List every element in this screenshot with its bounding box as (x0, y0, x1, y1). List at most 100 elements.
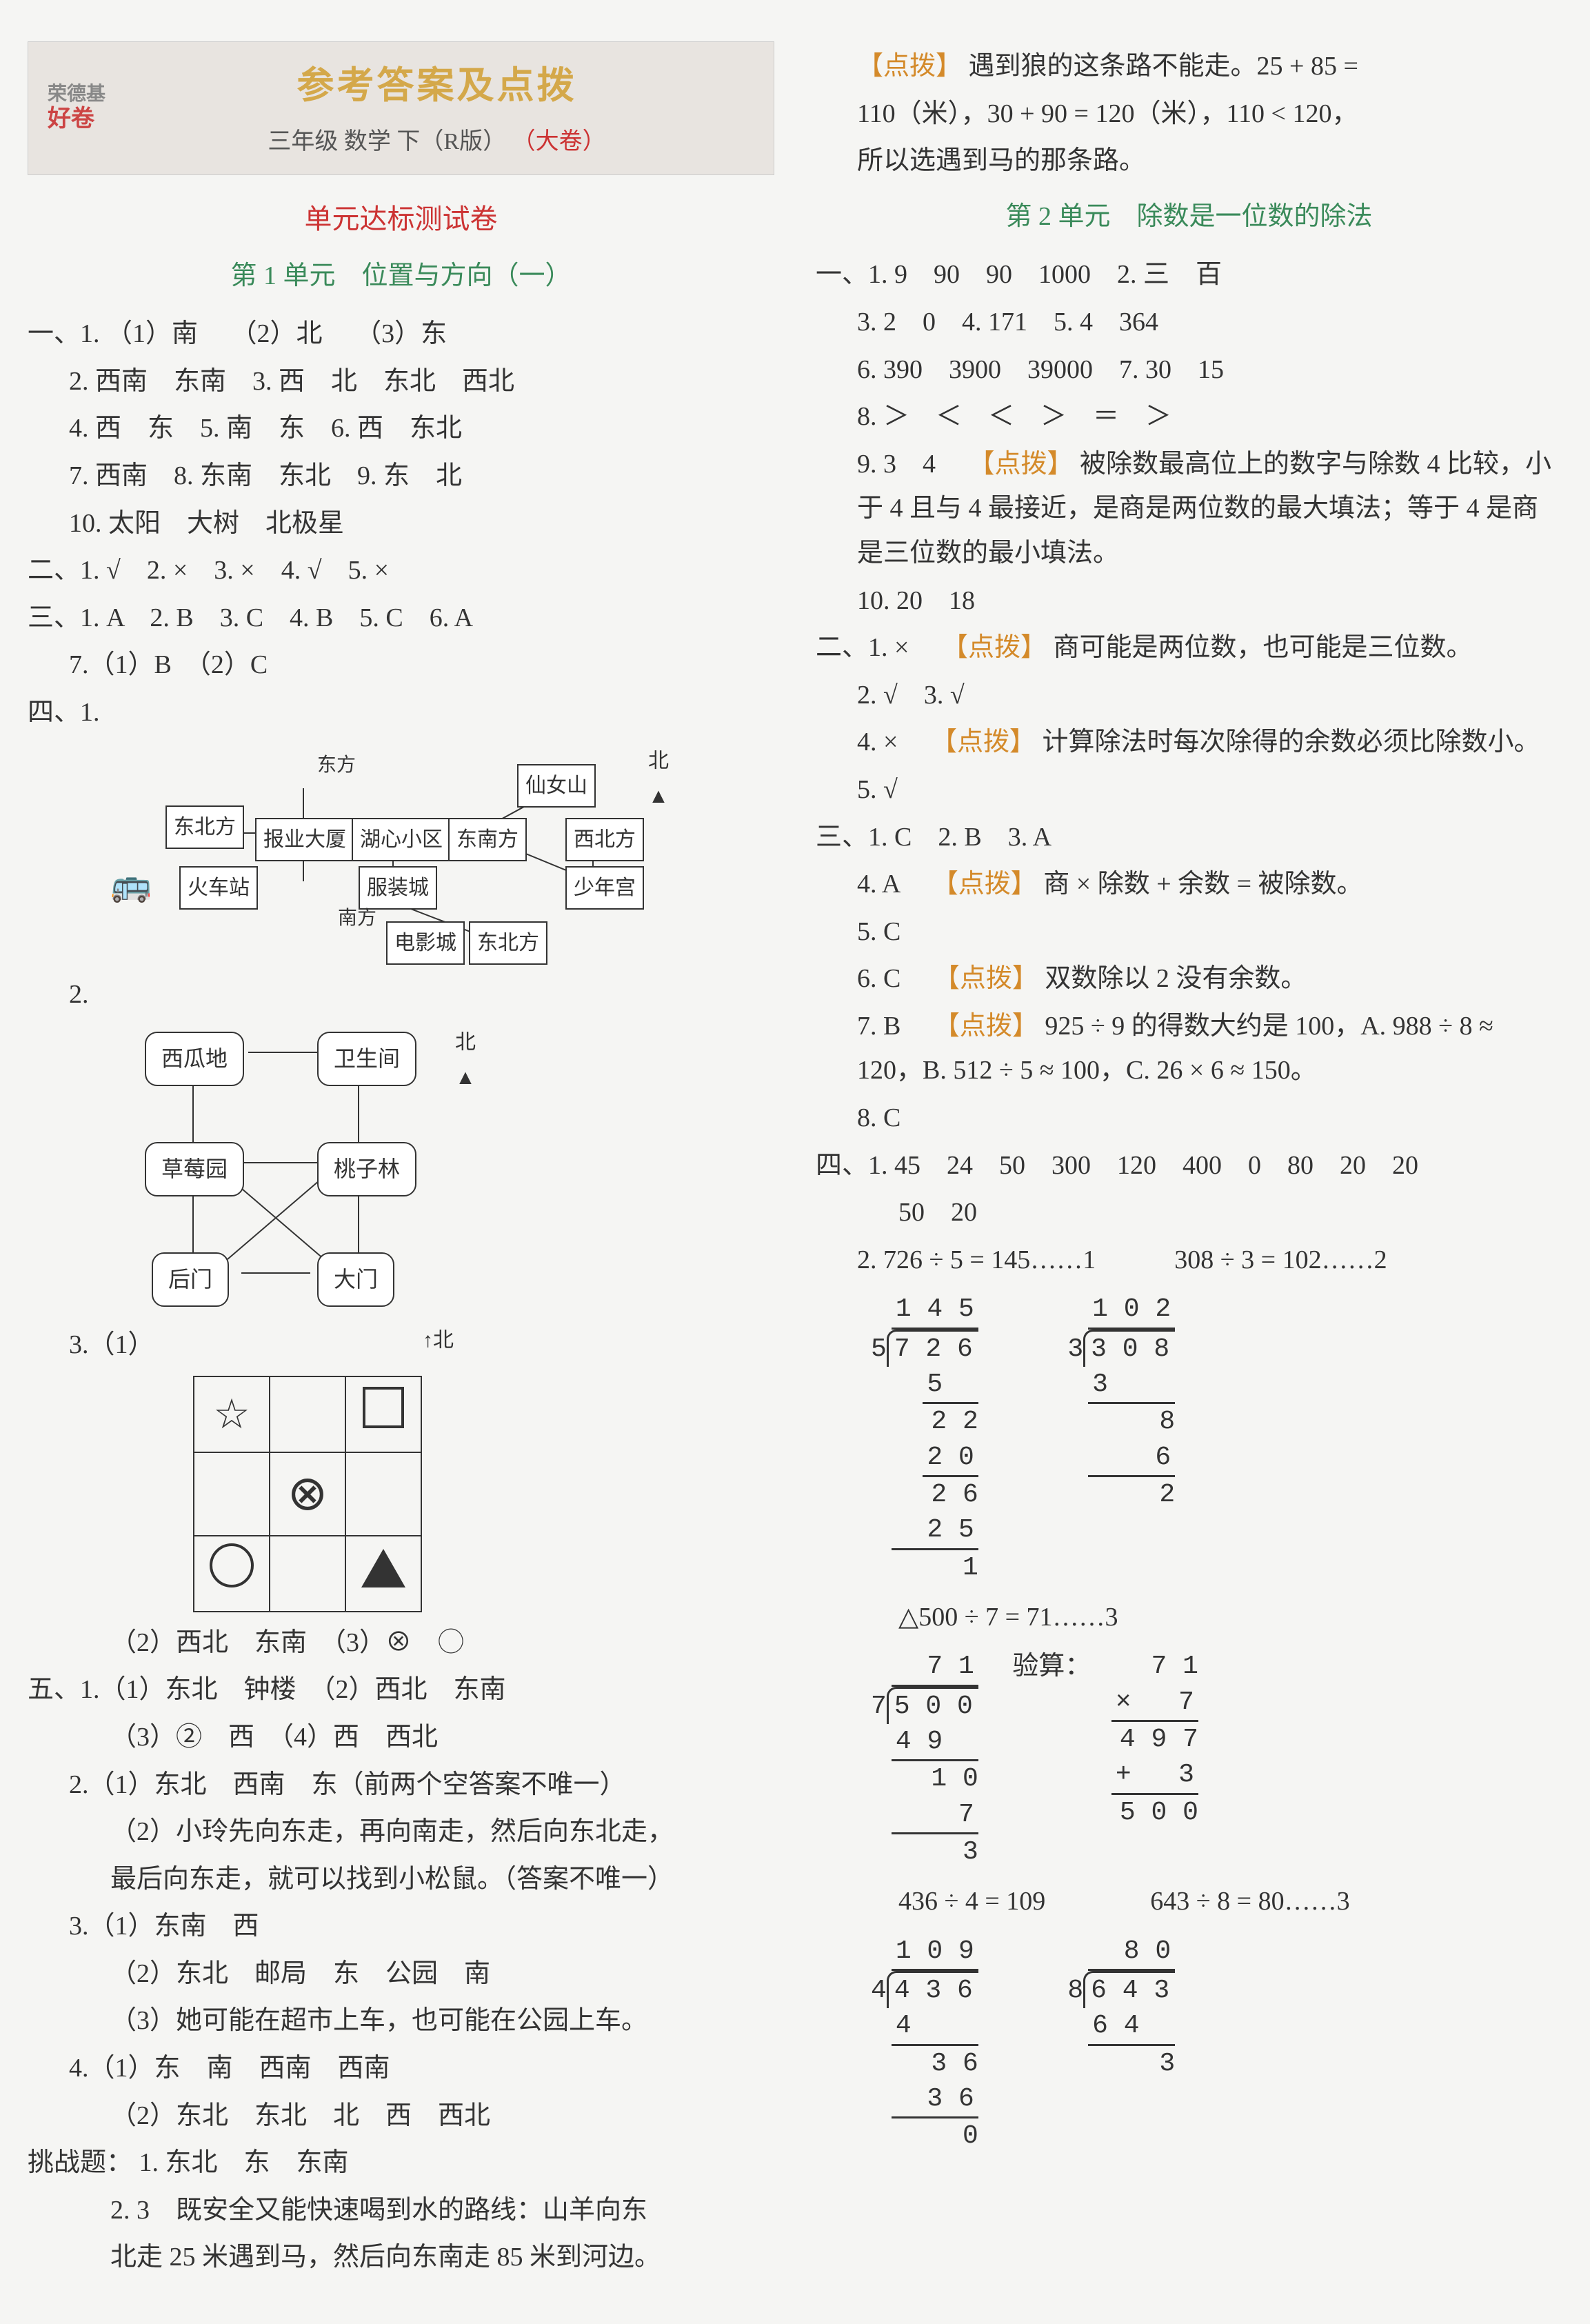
step: 2 6 (871, 1477, 978, 1512)
dividend: 7 2 6 (887, 1330, 978, 1367)
box-dianying: 电影城 (386, 921, 465, 965)
q5-3c: （3）她可能在超市上车，也可能在公园上车。 (28, 1999, 774, 2043)
r2-1: 二、1. × 【点拨】 商可能是两位数，也可能是三位数。 (816, 625, 1562, 670)
north-text: 北 (648, 750, 669, 772)
tz-label: 挑战题： (28, 2148, 132, 2177)
section-heading: 单元达标测试卷 (28, 196, 774, 243)
mid1: △500 ÷ 7 = 71……3 (816, 1595, 1562, 1640)
quot: 7 1 (892, 1649, 978, 1686)
top1-text: 遇到狼的这条路不能走。25 + 85 = (969, 52, 1358, 81)
title-banner: 荣德基 好卷 参考答案及点拨 三年级 数学 下（R版） （大卷） (28, 41, 774, 175)
mult-line: 7 1 (1111, 1649, 1198, 1684)
north-text-2: 北 (455, 1031, 476, 1054)
logo: 荣德基 好卷 (48, 83, 105, 134)
q1-line3: 4. 西 东 5. 南 东 6. 西 东北 (28, 406, 774, 451)
step: 3 (871, 1834, 978, 1870)
direction-diagram-1: 东方 仙女山 北▲ 东北方 报业大厦 湖心小区 东南方 西北方 🚌 火车站 服装… (110, 743, 676, 964)
cell-square (345, 1376, 421, 1452)
division-row-2: 7 1 75 0 0 4 9 1 0 7 3 验算： 7 1 × 7 4 9 7… (816, 1642, 1562, 1876)
brand: 荣德基 (48, 83, 105, 106)
box-xibeif: 西北方 (565, 818, 644, 861)
step: 4 (892, 2008, 978, 2045)
dividend: 5 0 0 (887, 1687, 978, 1724)
divisor: 4 (871, 1973, 887, 2008)
dividend: 3 0 8 (1083, 1330, 1175, 1367)
r2-5: 5. √ (816, 768, 1562, 812)
cell-star (194, 1376, 270, 1452)
tz1: 1. 东北 东 东南 (139, 2148, 349, 2177)
r1-9a: 9. 3 4 (857, 450, 962, 479)
cell-empty (270, 1376, 345, 1452)
r4-2: 2. 726 ÷ 5 = 145……1 308 ÷ 3 = 102……2 (816, 1238, 1562, 1283)
q3-line-b: 7.（1）B （2）C (28, 643, 774, 688)
divisor: 5 (871, 1332, 887, 1367)
tz2a: 2. 3 既安全又能快速喝到水的路线：山羊向东 (28, 2188, 774, 2233)
quot: 1 0 9 (892, 1934, 978, 1971)
r3-7: 7. B 【点拨】 925 ÷ 9 的得数大约是 100，A. 988 ÷ 8 … (816, 1004, 1562, 1093)
cell-empty (194, 1452, 270, 1536)
step: 0 (871, 2118, 978, 2154)
r2-1b: 商可能是两位数，也可能是三位数。 (1053, 633, 1472, 662)
q3-line-a: 三、1. A 2. B 3. C 4. B 5. C 6. A (28, 596, 774, 641)
long-division-5: 8 0 86 4 3 6 4 3 (1067, 1934, 1175, 2081)
q5-1b: （3）② 西 （4）西 西北 (28, 1715, 774, 1760)
box-xigua: 西瓜地 (145, 1032, 244, 1085)
r3-4: 4. A 【点拨】 商 × 除数 + 余数 = 被除数。 (816, 862, 1562, 907)
mult-line: 5 0 0 (1111, 1795, 1198, 1830)
q5-2a: 2.（1）东北 西南 东（前两个空答案不唯一） (28, 1763, 774, 1807)
box-baoye: 报业大厦 (255, 818, 354, 861)
r2-4a: 4. × (857, 728, 924, 757)
q1-line5: 10. 太阳 大树 北极星 (28, 501, 774, 546)
r3-6: 6. C 【点拨】 双数除以 2 没有余数。 (816, 956, 1562, 1001)
q1-line1: 一、1. （1）南 （2）北 （3）东 (28, 312, 774, 357)
ans: （1）南 (106, 319, 198, 348)
r3-4a: 4. A (857, 870, 925, 899)
step: 8 (1067, 1404, 1175, 1439)
long-division-4: 1 0 9 44 3 6 4 3 6 3 6 0 (871, 1934, 978, 2154)
quot: 1 4 5 (892, 1292, 978, 1329)
box-dongnanf: 东南方 (448, 818, 527, 861)
hint-label: 【点拨】 (934, 964, 1038, 993)
step: 6 4 (1088, 2008, 1175, 2045)
r3-5: 5. C (816, 910, 1562, 954)
quot: 8 0 (1088, 1934, 1175, 1971)
ans: （3）东 (355, 319, 447, 348)
q5-2b: （2）小玲先向东走，再向南走，然后向东北走， (28, 1810, 774, 1854)
r3-7a: 7. B (857, 1012, 927, 1041)
divisor: 3 (1067, 1332, 1083, 1367)
box-xiannv: 仙女山 (517, 764, 596, 808)
r3-6b: 双数除以 2 没有余数。 (1045, 964, 1307, 993)
hint-label: 【点拨】 (969, 450, 1074, 479)
cell-circle (194, 1536, 270, 1612)
r-top1: 【点拨】 遇到狼的这条路不能走。25 + 85 = (816, 44, 1562, 89)
r1-9b: 被除数最高位上的数字与除数 4 比较，小于 4 且与 4 最接近，是商是两位数的… (857, 450, 1551, 568)
banner-title: 参考答案及点拨 三年级 数学 下（R版） （大卷） (119, 54, 754, 162)
box-taozi: 桃子林 (317, 1142, 416, 1196)
r3-6a: 6. C (857, 964, 927, 993)
ans: （2）北 (231, 319, 323, 348)
q5-1: 五、1.（1）东北 钟楼 （2）西北 东南 (28, 1667, 774, 1712)
box-weisheng: 卫生间 (317, 1032, 416, 1085)
bus-icon: 🚌 (110, 857, 152, 914)
box-huoche: 火车站 (179, 866, 258, 910)
unit1-heading: 第 1 单元 位置与方向（一） (28, 254, 774, 299)
dividend: 4 3 6 (887, 1971, 978, 2008)
q5-3a: 3.（1）东南 西 (28, 1904, 774, 1949)
q5-4b: （2）东北 东北 北 西 西北 (28, 2094, 774, 2138)
box-shaonian: 少年宫 (565, 866, 644, 910)
sub-right: （大卷） (512, 129, 606, 154)
step: 2 2 (871, 1404, 978, 1439)
step: 1 0 (871, 1761, 978, 1796)
hint-label: 【点拨】 (934, 1012, 1038, 1041)
r1-8: 8. ＞ ＜ ＜ ＞ ＝ ＞ (816, 394, 1562, 439)
divisor: 7 (871, 1689, 887, 1724)
r2-1a: 二、1. × (816, 633, 935, 662)
q4-2-label: 2. (28, 972, 774, 1017)
step: 3 (1088, 1367, 1175, 1404)
long-division-2: 1 0 2 33 0 8 3 8 6 2 (1067, 1292, 1175, 1512)
step: 2 5 (892, 1512, 978, 1550)
q5-4a: 4.（1）东 南 西南 西南 (28, 2046, 774, 2091)
box-houmen: 后门 (152, 1252, 229, 1306)
step: 7 (892, 1797, 978, 1834)
shape-grid (193, 1376, 422, 1612)
